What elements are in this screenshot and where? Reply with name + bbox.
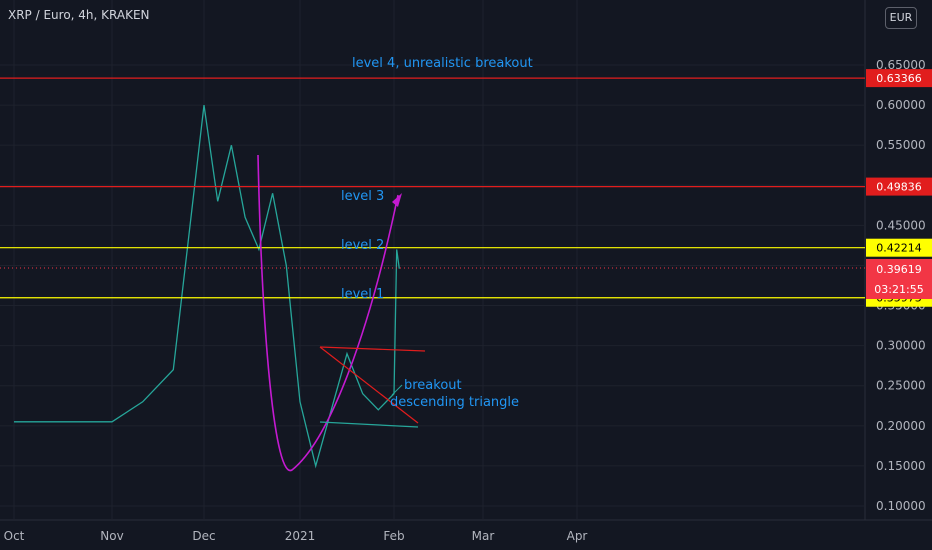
current-price-value: 0.39619 [876, 263, 922, 276]
annotation-level-4[interactable]: level 4, unrealistic breakout [352, 56, 533, 71]
annotation-breakout[interactable]: breakout [404, 378, 462, 393]
y-tick-label: 0.20000 [876, 419, 926, 433]
triangle-top-line[interactable] [319, 346, 426, 352]
triangle-base-line[interactable] [319, 421, 419, 428]
y-tick-label: 0.45000 [876, 218, 926, 232]
annotation-level-1[interactable]: level 1 [341, 287, 384, 302]
price-series-line [14, 105, 400, 469]
x-tick-label: Nov [100, 529, 123, 543]
level-price-label: 0.42214 [876, 242, 922, 255]
level-price-tag [866, 69, 932, 88]
x-tick-label: Oct [4, 529, 25, 543]
x-tick-label: Feb [383, 529, 404, 543]
y-tick-label: 0.25000 [876, 379, 926, 393]
x-tick-label: 2021 [285, 529, 316, 543]
y-tick-label: 0.55000 [876, 138, 926, 152]
level-price-label: 0.63366 [876, 72, 922, 85]
breakout-arrow [391, 384, 403, 396]
y-tick-label: 0.60000 [876, 98, 926, 112]
level-price-tag [866, 177, 932, 196]
currency-button[interactable]: EUR [885, 7, 917, 29]
y-tick-label: 0.10000 [876, 499, 926, 513]
annotation-level-2[interactable]: level 2 [341, 238, 384, 253]
time-axis[interactable]: Oct Nov Dec 2021 Feb Mar Apr [4, 0, 588, 543]
current-price-tag [866, 259, 932, 299]
annotation-level-3[interactable]: level 3 [341, 189, 384, 204]
x-tick-label: Mar [472, 529, 495, 543]
x-tick-label: Apr [567, 529, 588, 543]
countdown-timer: 03:21:55 [874, 283, 923, 296]
y-tick-label: 0.65000 [876, 58, 926, 72]
cup-curve-drawing[interactable] [257, 154, 399, 472]
y-tick-label: 0.15000 [876, 459, 926, 473]
level-price-tag [866, 238, 932, 257]
annotation-descending-triangle[interactable]: descending triangle [390, 395, 519, 410]
level-price-label: 0.49836 [876, 181, 922, 194]
triangle-descending-line[interactable] [319, 346, 419, 424]
x-tick-label: Dec [192, 529, 215, 543]
y-tick-label: 0.30000 [876, 339, 926, 353]
cup-arrow-head [392, 193, 402, 207]
chart-title: XRP / Euro, 4h, KRAKEN [8, 8, 150, 22]
